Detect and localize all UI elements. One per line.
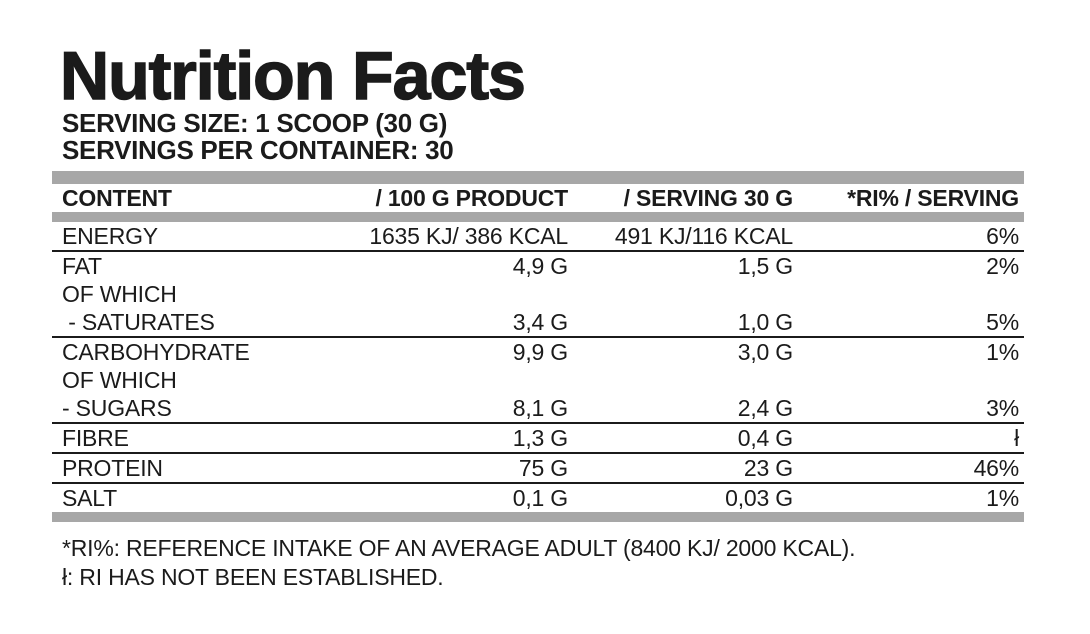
row-per-100g: 8,1 G <box>512 395 568 421</box>
row-per-100g: 75 G <box>518 455 568 481</box>
header-per-serving: / SERVING 30 G <box>623 185 794 211</box>
footnotes: *RI%: REFERENCE INTAKE OF AN AVERAGE ADU… <box>52 534 1024 592</box>
row-label: SALT <box>62 485 118 511</box>
row-ri-percent: 1% <box>986 485 1019 511</box>
row-per-100g: 1635 KJ/ 386 KCAL <box>369 223 568 249</box>
row-ri-percent: 46% <box>973 455 1020 481</box>
row-ri-percent: 1% <box>986 339 1019 365</box>
row-label: CARBOHYDRATE <box>62 339 250 365</box>
row-per-serving: 0,4 G <box>737 425 793 451</box>
row-label: - SUGARS <box>62 395 172 421</box>
table-header-row: CONTENT / 100 G PRODUCT / SERVING 30 G *… <box>52 184 1024 212</box>
row-per-100g: 9,9 G <box>512 339 568 365</box>
row-label: OF WHICH <box>62 281 177 307</box>
row-per-serving: 1,0 G <box>737 309 793 335</box>
row-ri-percent: 6% <box>986 223 1019 249</box>
servings-per-container-line: SERVINGS PER CONTAINER: 30 <box>62 135 454 165</box>
row-per-serving: 2,4 G <box>737 395 793 421</box>
table-row-fibre: FIBRE 1,3 G 0,4 G ł <box>52 424 1024 454</box>
row-label: - SATURATES <box>62 309 215 335</box>
serving-size-line: SERVING SIZE: 1 SCOOP (30 G) <box>62 108 448 138</box>
row-per-100g: 3,4 G <box>512 309 568 335</box>
row-per-100g: 0,1 G <box>512 485 568 511</box>
row-per-serving: 23 G <box>743 455 793 481</box>
table-row-carbohydrate: CARBOHYDRATE 9,9 G 3,0 G 1% <box>52 338 1024 366</box>
table-row-sugars: - SUGARS 8,1 G 2,4 G 3% <box>52 394 1024 424</box>
divider-bar-top <box>52 171 1024 184</box>
table-row-saturates: - SATURATES 3,4 G 1,0 G 5% <box>52 308 1024 338</box>
row-label: FAT <box>62 253 102 279</box>
table-row-energy: ENERGY 1635 KJ/ 386 KCAL 491 KJ/116 KCAL… <box>52 222 1024 252</box>
table-row-protein: PROTEIN 75 G 23 G 46% <box>52 454 1024 484</box>
row-per-serving: 1,5 G <box>737 253 793 279</box>
row-label: PROTEIN <box>62 455 163 481</box>
header-per-100g: / 100 G PRODUCT <box>375 185 568 211</box>
divider-bar-header <box>52 212 1024 222</box>
row-per-serving: 491 KJ/116 KCAL <box>614 223 793 249</box>
row-ri-percent: 5% <box>986 309 1019 335</box>
divider-bar-bottom <box>52 512 1024 522</box>
row-per-serving: 3,0 G <box>737 339 793 365</box>
row-ri-percent: ł <box>1014 425 1019 451</box>
row-label: ENERGY <box>62 223 158 249</box>
row-ri-percent: 3% <box>986 395 1019 421</box>
header-content: CONTENT <box>62 185 172 211</box>
row-per-serving: 0,03 G <box>725 485 793 511</box>
table-row-fat: FAT 4,9 G 1,5 G 2% <box>52 252 1024 280</box>
footnote-ri-not-established: ł: RI HAS NOT BEEN ESTABLISHED. <box>62 564 444 590</box>
table-row-salt: SALT 0,1 G 0,03 G 1% <box>52 484 1024 512</box>
footnote-ri-definition: *RI%: REFERENCE INTAKE OF AN AVERAGE ADU… <box>62 535 856 561</box>
table-row-fat-of-which: OF WHICH <box>52 280 1024 308</box>
row-per-100g: 1,3 G <box>512 425 568 451</box>
table-body: ENERGY 1635 KJ/ 386 KCAL 491 KJ/116 KCAL… <box>52 222 1024 512</box>
row-label: OF WHICH <box>62 367 177 393</box>
row-per-100g: 4,9 G <box>512 253 568 279</box>
label-content: Nutrition Facts SERVING SIZE: 1 SCOOP (3… <box>52 0 1024 592</box>
table-row-carb-of-which: OF WHICH <box>52 366 1024 394</box>
row-ri-percent: 2% <box>986 253 1019 279</box>
row-label: FIBRE <box>62 425 129 451</box>
page-title: Nutrition Facts <box>59 38 526 114</box>
header-ri-percent: *RI% / SERVING <box>847 185 1019 211</box>
